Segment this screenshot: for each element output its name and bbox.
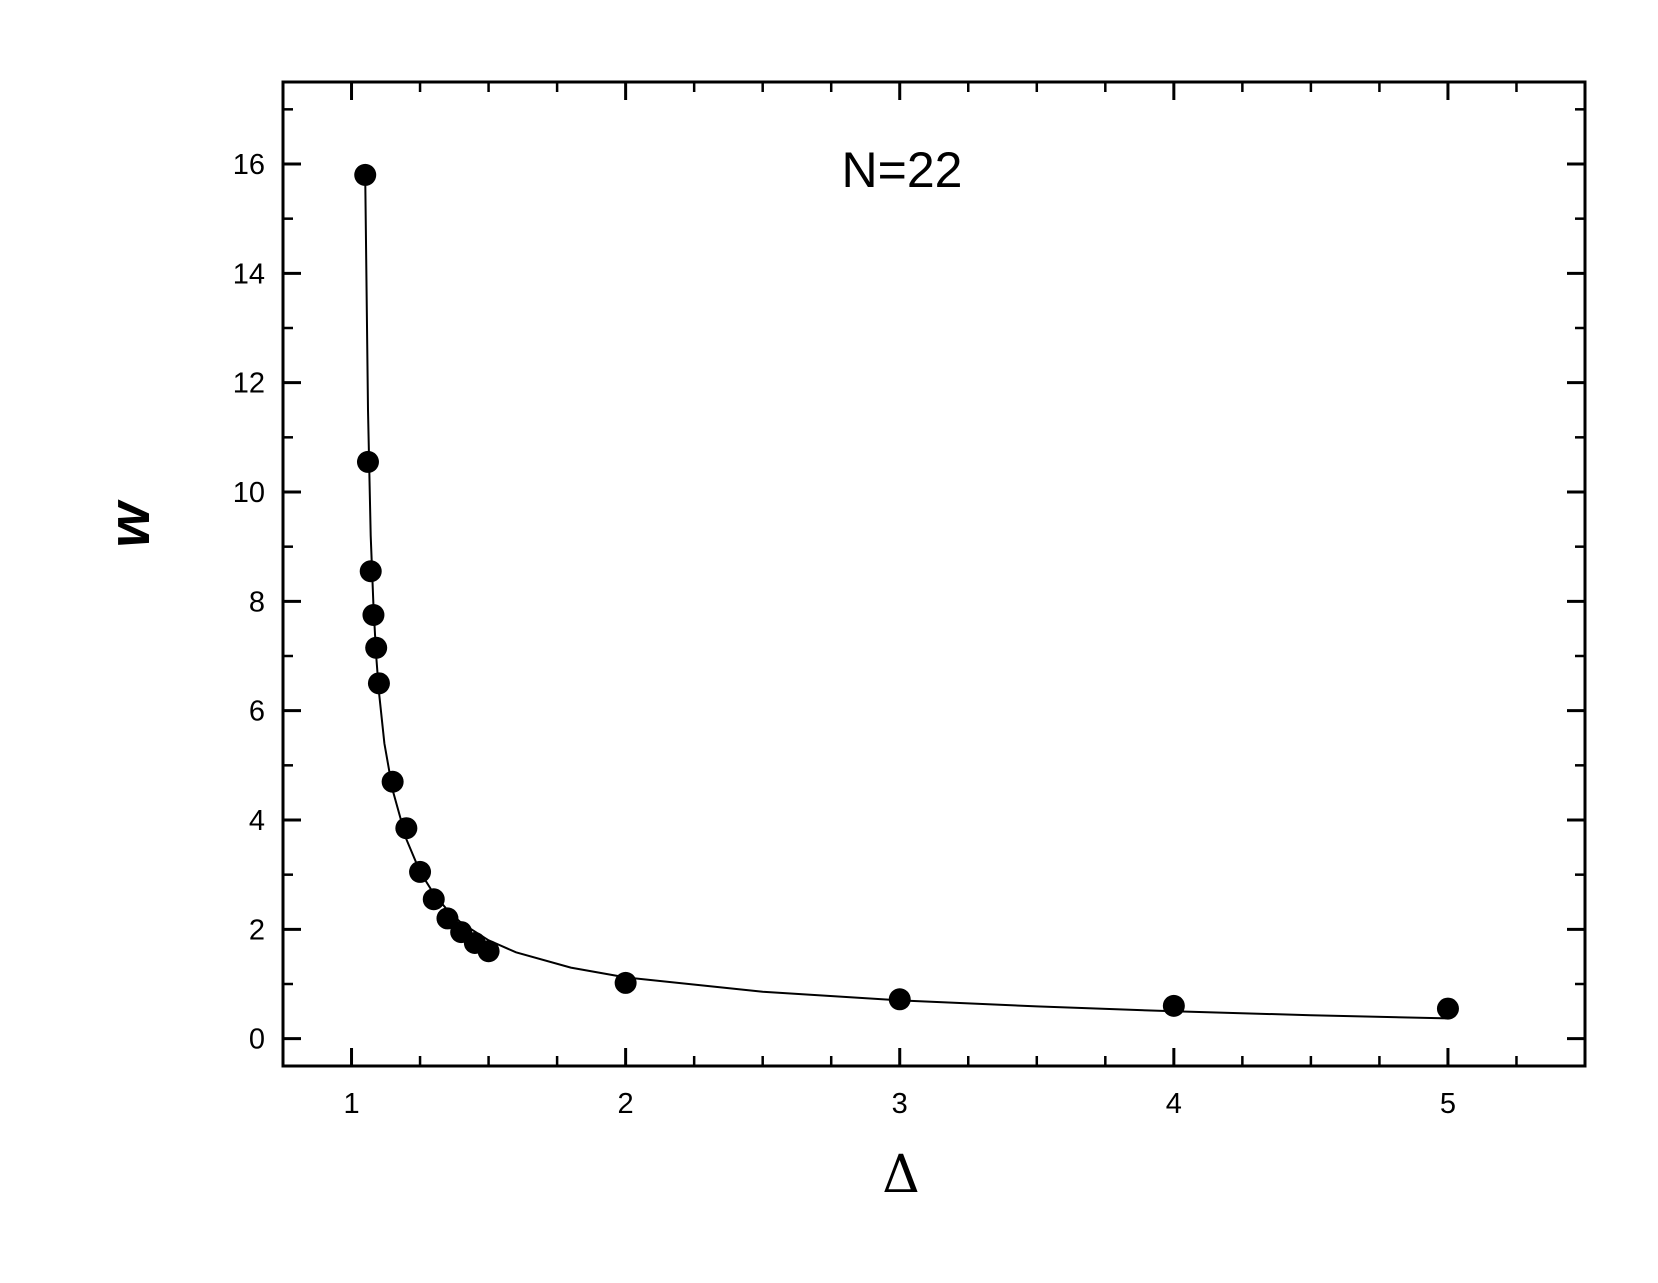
data-point	[359, 560, 382, 583]
data-point	[1162, 994, 1185, 1017]
y-tick-label: 10	[233, 477, 265, 509]
y-tick-label: 0	[249, 1024, 265, 1056]
x-tick-label: 5	[1440, 1088, 1456, 1120]
y-tick-label: 12	[233, 368, 265, 400]
y-tick-label: 16	[233, 149, 265, 181]
plot-frame	[281, 80, 1587, 1068]
data-point	[356, 450, 379, 473]
data-point	[1436, 997, 1459, 1020]
data-point	[436, 907, 459, 930]
data-point	[409, 860, 432, 883]
annotation-label: N=22	[842, 142, 963, 198]
data-points-layer	[354, 163, 1459, 1020]
x-tick-label: 1	[343, 1088, 359, 1120]
x-tick-label: 3	[892, 1088, 908, 1120]
data-point	[395, 817, 418, 840]
fit-line-layer	[364, 174, 1448, 1020]
data-point	[365, 636, 388, 659]
x-axis-label: Δ	[882, 1145, 920, 1205]
data-point	[367, 672, 390, 695]
y-tick-label: 4	[249, 805, 265, 837]
data-point	[888, 988, 911, 1011]
y-tick-label: 2	[249, 914, 265, 946]
y-tick-label: 14	[233, 258, 265, 290]
data-point	[477, 940, 500, 963]
y-tick-label: 6	[249, 696, 265, 728]
data-point	[381, 770, 404, 793]
data-point	[354, 163, 377, 186]
fit-curve	[364, 174, 1448, 1020]
data-point	[422, 888, 445, 911]
data-point	[614, 971, 637, 994]
x-tick-label: 4	[1166, 1088, 1182, 1120]
y-axis-label: w	[97, 499, 162, 548]
y-tick-label: 8	[249, 586, 265, 618]
labels-layer: N=22 w Δ	[97, 142, 962, 1205]
x-tick-label: 2	[618, 1088, 634, 1120]
data-point	[362, 604, 385, 626]
